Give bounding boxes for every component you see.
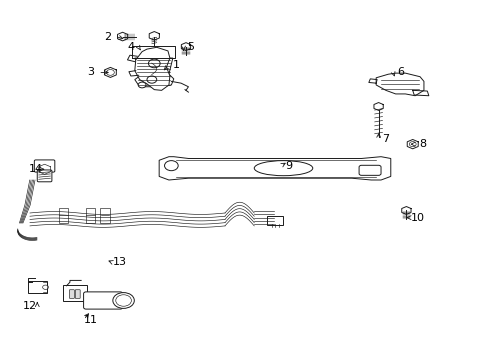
- FancyBboxPatch shape: [69, 290, 74, 298]
- Circle shape: [113, 293, 134, 309]
- FancyBboxPatch shape: [34, 160, 55, 172]
- Text: 4: 4: [127, 42, 135, 52]
- Circle shape: [42, 285, 48, 289]
- Text: 2: 2: [104, 32, 111, 41]
- Text: 10: 10: [410, 213, 424, 222]
- Text: 8: 8: [418, 139, 425, 149]
- FancyBboxPatch shape: [63, 285, 87, 301]
- Circle shape: [147, 76, 157, 83]
- Text: 12: 12: [23, 301, 37, 311]
- Circle shape: [106, 69, 114, 75]
- Text: 7: 7: [382, 134, 388, 144]
- Text: 13: 13: [113, 257, 127, 267]
- Text: 9: 9: [284, 161, 291, 171]
- FancyBboxPatch shape: [358, 165, 380, 175]
- Text: 14: 14: [29, 164, 43, 174]
- FancyBboxPatch shape: [37, 170, 52, 182]
- Circle shape: [164, 161, 178, 171]
- Text: 1: 1: [172, 60, 180, 70]
- FancyBboxPatch shape: [59, 208, 68, 223]
- Text: 5: 5: [187, 42, 194, 52]
- Text: 6: 6: [396, 67, 403, 77]
- Text: 3: 3: [87, 67, 94, 77]
- Circle shape: [148, 59, 160, 68]
- Polygon shape: [135, 47, 169, 90]
- FancyBboxPatch shape: [75, 290, 80, 298]
- FancyBboxPatch shape: [266, 216, 282, 225]
- Polygon shape: [375, 73, 423, 96]
- FancyBboxPatch shape: [85, 208, 95, 223]
- Ellipse shape: [254, 161, 312, 176]
- Polygon shape: [135, 58, 172, 74]
- Polygon shape: [159, 157, 390, 180]
- Text: 11: 11: [84, 315, 98, 325]
- Circle shape: [119, 297, 128, 304]
- FancyBboxPatch shape: [27, 282, 46, 293]
- Circle shape: [116, 295, 131, 306]
- Polygon shape: [135, 74, 173, 87]
- FancyBboxPatch shape: [100, 208, 110, 223]
- FancyBboxPatch shape: [83, 292, 122, 309]
- Circle shape: [408, 141, 415, 147]
- Circle shape: [138, 82, 146, 88]
